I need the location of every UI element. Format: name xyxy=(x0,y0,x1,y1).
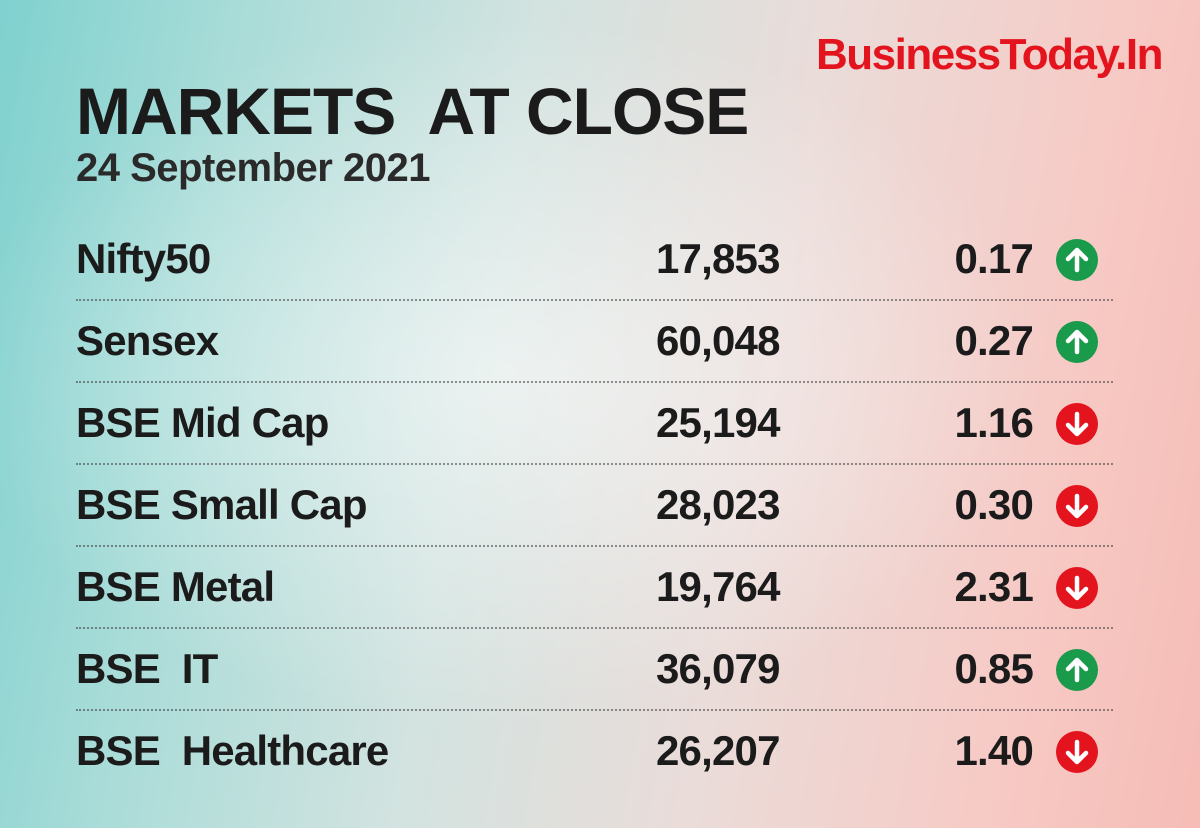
index-change: 0.85 xyxy=(954,645,1033,692)
arrow-up-icon xyxy=(1056,239,1098,281)
index-value: 25,194 xyxy=(656,399,780,446)
index-change: 1.16 xyxy=(954,399,1033,446)
table-row: Nifty50 17,853 0.17 xyxy=(76,218,1113,300)
index-change: 0.30 xyxy=(954,481,1033,528)
table-row: BSE Small Cap 28,023 0.30 xyxy=(76,463,1113,546)
market-table: Nifty50 17,853 0.17 Sensex 60,048 0.27 B… xyxy=(76,218,1113,792)
table-row: BSE Mid Cap 25,194 1.16 xyxy=(76,381,1113,464)
table-row: Sensex 60,048 0.27 xyxy=(76,299,1113,382)
index-name: Sensex xyxy=(76,317,219,364)
arrow-down-icon xyxy=(1056,731,1098,773)
index-value: 60,048 xyxy=(656,317,780,364)
index-name: BSE Healthcare xyxy=(76,727,389,774)
arrow-down-icon xyxy=(1056,567,1098,609)
index-change: 0.27 xyxy=(954,317,1033,364)
date-subtitle: 24 September 2021 xyxy=(76,146,430,190)
index-value: 17,853 xyxy=(656,235,780,282)
index-name: BSE IT xyxy=(76,645,218,692)
arrow-up-icon xyxy=(1056,321,1098,363)
index-change: 0.17 xyxy=(954,235,1033,282)
index-change: 2.31 xyxy=(954,563,1033,610)
index-name: Nifty50 xyxy=(76,235,211,282)
arrow-up-icon xyxy=(1056,649,1098,691)
index-value: 19,764 xyxy=(656,563,780,610)
page-title: MARKETS AT CLOSE xyxy=(76,74,749,148)
index-value: 26,207 xyxy=(656,727,780,774)
table-row: BSE IT 36,079 0.85 xyxy=(76,627,1113,710)
table-row: BSE Metal 19,764 2.31 xyxy=(76,545,1113,628)
index-name: BSE Small Cap xyxy=(76,481,368,528)
arrow-down-icon xyxy=(1056,485,1098,527)
index-value: 28,023 xyxy=(656,481,780,528)
arrow-down-icon xyxy=(1056,403,1098,445)
index-value: 36,079 xyxy=(656,645,780,692)
brand-logo: BusinessToday.In xyxy=(815,30,1164,79)
index-name: BSE Metal xyxy=(76,563,275,610)
index-change: 1.40 xyxy=(954,727,1033,774)
index-name: BSE Mid Cap xyxy=(76,399,329,446)
table-row: BSE Healthcare 26,207 1.40 xyxy=(76,709,1113,792)
